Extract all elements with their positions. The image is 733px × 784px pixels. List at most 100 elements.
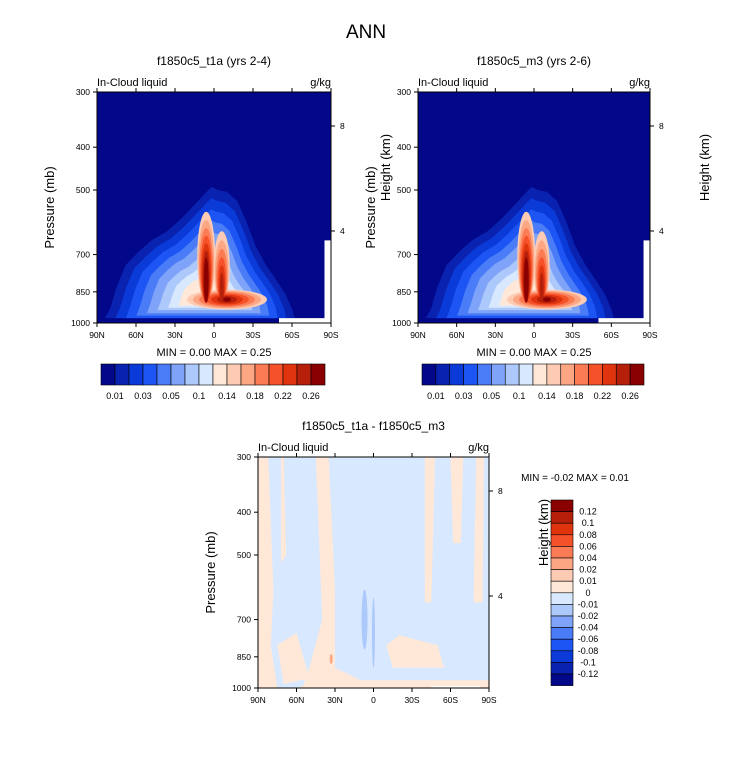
contour-level-15 [523, 257, 551, 303]
colorbar-label: 0.05 [483, 391, 501, 401]
y-tick-label: 400 [76, 142, 90, 152]
contour-positive-7 [277, 632, 310, 685]
colorbar-box [142, 363, 158, 386]
units-label: g/kg [629, 77, 650, 89]
colorbar-box [184, 363, 200, 386]
y-axis-label: Pressure (mb) [203, 531, 218, 613]
y-tick-label: 300 [76, 87, 90, 97]
colorbar-label: 0.26 [621, 391, 639, 401]
y-right-tick-label: 8 [340, 121, 345, 131]
y-right-axis-label: Height (km) [378, 134, 393, 201]
panel-3: f1850c5_t1a - f1850c5_m3 In-Cloud liquid g… [203, 419, 629, 705]
colorbar-box [310, 363, 326, 386]
core-south [539, 272, 544, 303]
y-tick-label: 850 [397, 287, 411, 297]
colorbar-box [170, 363, 186, 386]
contour-fill [97, 92, 331, 323]
x-tick-label: 0 [532, 330, 537, 340]
colorbar-label: 0.18 [566, 391, 584, 401]
missing-data-region [279, 240, 331, 323]
colorbar-box [550, 650, 574, 663]
contour-neg-blob [372, 597, 375, 668]
colorbar-box [421, 363, 437, 386]
colorbar-box [550, 557, 574, 570]
x-tick-label: 30S [404, 695, 419, 705]
x-tick-label: 60N [128, 330, 144, 340]
colorbar-box [550, 534, 574, 547]
y-tick-label: 300 [237, 452, 251, 462]
x-tick-label: 60S [604, 330, 619, 340]
y-tick-label: 700 [76, 250, 90, 260]
y-right-tick-label: 4 [659, 226, 664, 236]
colorbar-box [100, 363, 116, 386]
units-label: g/kg [310, 77, 331, 89]
x-tick-label: 30S [565, 330, 580, 340]
contour-positive-3 [424, 457, 436, 603]
y-tick-label: 850 [237, 652, 251, 662]
colorbar-label: -0.1 [580, 657, 596, 667]
contour-positive-2 [296, 457, 489, 688]
colorbar-box [435, 363, 451, 386]
colorbar-label: 0.01 [106, 391, 124, 401]
colorbar-box [546, 363, 562, 386]
units-label: g/kg [468, 442, 489, 454]
contour-fill [258, 457, 489, 688]
colorbar-box [602, 363, 617, 386]
y-axis-label: Pressure (mb) [363, 166, 378, 248]
colorbar-box [550, 662, 574, 675]
colorbar-box [550, 522, 574, 536]
colorbar-label: 0.14 [218, 391, 236, 401]
y-right-axis-label: Height (km) [536, 499, 551, 566]
y-tick-label: 500 [76, 185, 90, 195]
colorbar-box [532, 363, 548, 386]
contour-positive-5 [473, 457, 484, 603]
x-tick-label: 90S [481, 695, 496, 705]
colorbar-box [560, 363, 575, 386]
colorbar-box [550, 615, 574, 628]
y-tick-label: 700 [397, 250, 411, 260]
y-axis-label: Pressure (mb) [42, 166, 57, 248]
min-max-stats: MIN = 0.00 MAX = 0.25 [477, 347, 592, 359]
colorbar-box [550, 569, 574, 582]
colorbar-label: -0.02 [578, 611, 599, 621]
y-tick-label: 500 [237, 550, 251, 560]
colorbar-box [240, 363, 256, 386]
colorbar-label: -0.01 [578, 599, 599, 609]
colorbar-box [550, 673, 574, 686]
colorbar-box [491, 363, 506, 386]
x-tick-label: 0 [371, 695, 376, 705]
colorbar-label: 0 [585, 588, 590, 598]
colorbar-label: 0.12 [579, 507, 597, 517]
panel-title: f1850c5_t1a - f1850c5_m3 [302, 419, 445, 433]
y-tick-label: 1000 [71, 318, 90, 328]
y-right-tick-label: 8 [659, 121, 664, 131]
x-tick-label: 60S [443, 695, 458, 705]
colorbar-label: 0.22 [274, 391, 292, 401]
panel-1: f1850c5_t1a (yrs 2-4) In-Cloud liquid g/kg… [42, 54, 393, 401]
colorbar-label: 0.1 [513, 391, 526, 401]
colorbar-label: 0.04 [579, 553, 597, 563]
colorbar-box [212, 363, 228, 386]
y-right-tick-label: 8 [498, 486, 503, 496]
colorbar-box [128, 363, 144, 386]
colorbar-box [550, 546, 574, 559]
panel-2: f1850c5_m3 (yrs 2-6) In-Cloud liquid g/kg 9… [363, 54, 712, 401]
contour-positive-0 [258, 457, 278, 688]
colorbar-label: 0.18 [246, 391, 264, 401]
colorbar-box [629, 363, 645, 386]
core-north [523, 257, 529, 303]
colorbar-box [226, 363, 242, 386]
colorbar-box [449, 363, 464, 386]
x-tick-label: 90N [250, 695, 266, 705]
colorbar-label: 0.01 [427, 391, 445, 401]
x-tick-label: 90N [410, 330, 426, 340]
x-tick-label: 30S [245, 330, 260, 340]
y-tick-label: 500 [397, 185, 411, 195]
colorbar-box [550, 580, 574, 594]
panel-title: f1850c5_m3 (yrs 2-6) [477, 54, 591, 68]
colorbar-label: 0.05 [162, 391, 180, 401]
core-north [203, 257, 209, 303]
colorbar-box [574, 363, 589, 386]
contour-positive-4 [450, 457, 464, 544]
